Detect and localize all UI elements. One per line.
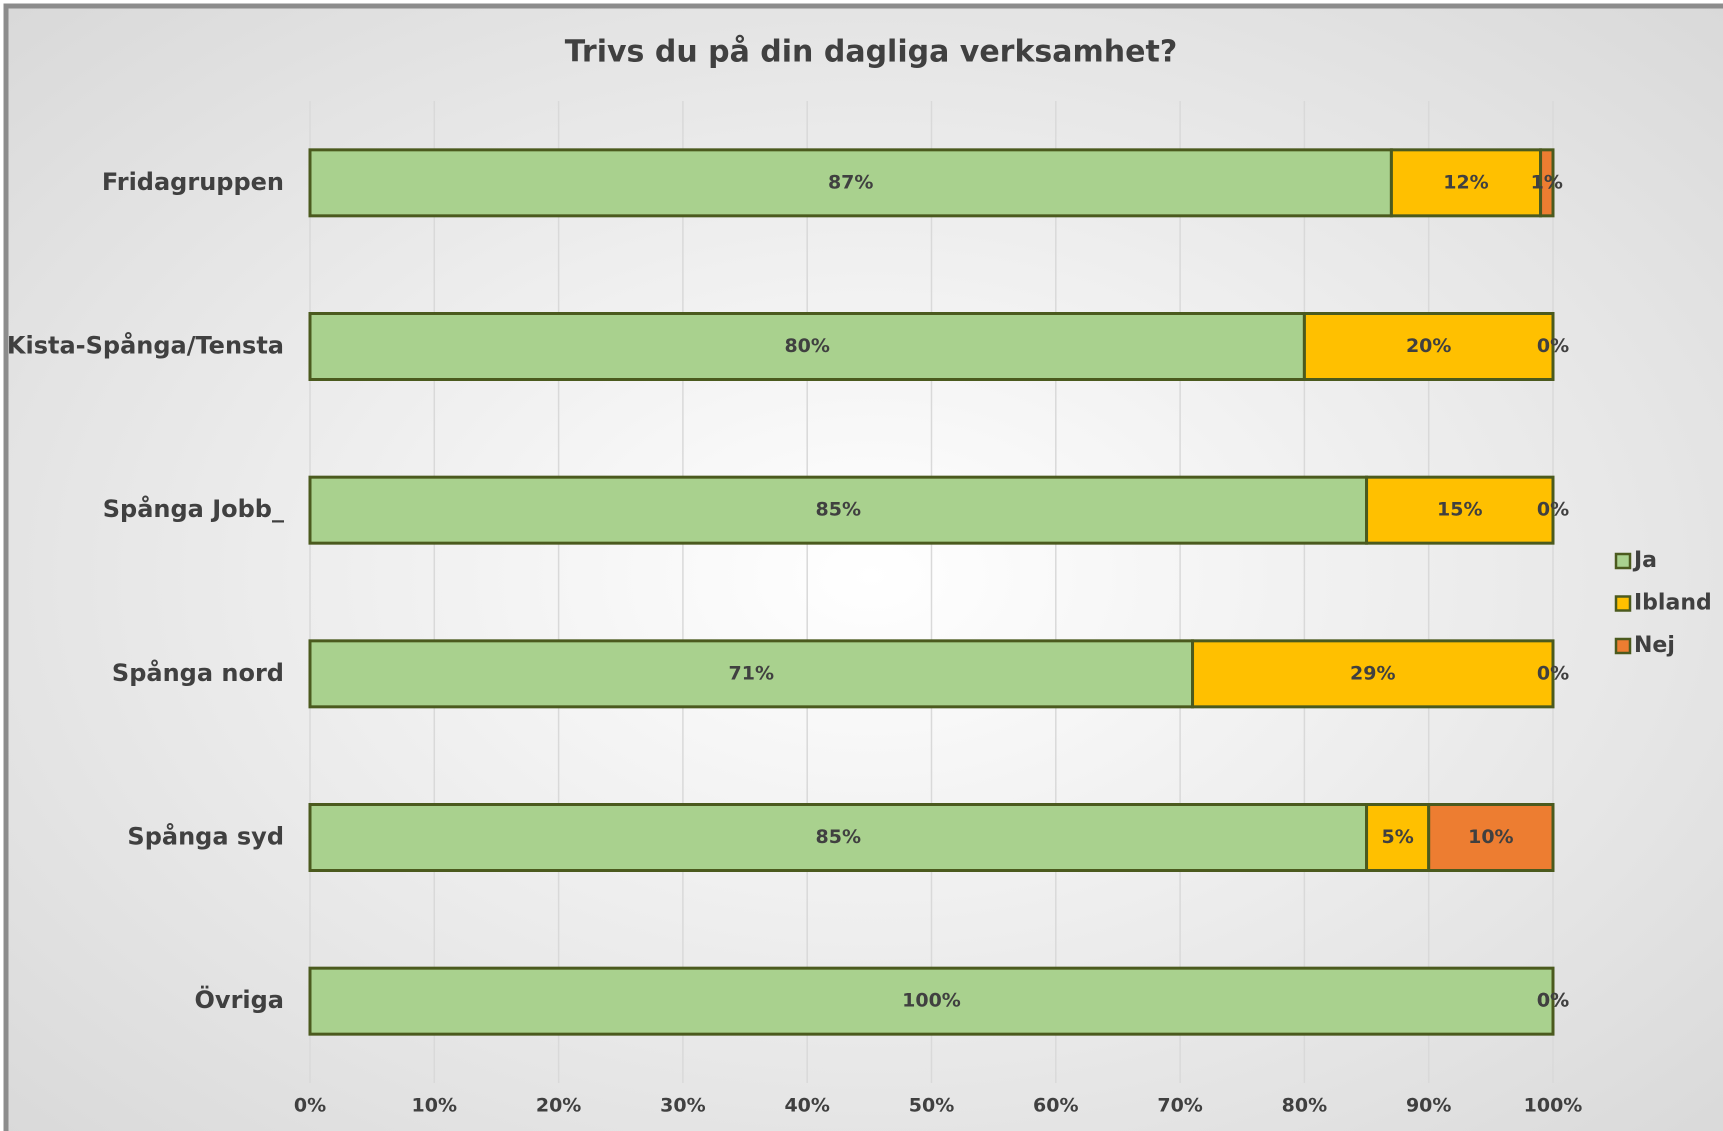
y-tick-label: Kista-Spånga/Tensta: [7, 331, 284, 360]
data-label: 0%: [1537, 990, 1569, 1012]
bar-segment: [1389, 148, 1543, 218]
legend-label: Ibland: [1634, 591, 1712, 616]
data-label: 85%: [816, 826, 861, 848]
data-label: 87%: [828, 171, 873, 193]
legend-swatch: [1614, 637, 1632, 655]
data-label: 1%: [1531, 171, 1563, 193]
data-label: 29%: [1350, 662, 1395, 684]
x-tick-label: 40%: [784, 1095, 829, 1117]
bar-segment: [308, 966, 1555, 1036]
data-label: 12%: [1443, 171, 1488, 193]
bar-segment: [308, 312, 1306, 381]
data-label: 20%: [1406, 335, 1451, 357]
data-label: 5%: [1381, 826, 1413, 848]
y-tick-label: Fridagruppen: [102, 168, 284, 196]
data-label: 0%: [1537, 499, 1569, 521]
bar-segment: [308, 803, 1369, 872]
data-label: 0%: [1537, 335, 1569, 357]
data-label: 100%: [902, 990, 961, 1012]
x-tick-label: 50%: [909, 1095, 954, 1117]
bar-segment: [1302, 312, 1555, 381]
legend-swatch: [1614, 552, 1632, 570]
y-tick-label: Spånga syd: [127, 822, 284, 851]
data-label: 80%: [784, 335, 829, 357]
x-tick-label: 10%: [412, 1095, 457, 1117]
x-tick-label: 60%: [1033, 1095, 1078, 1117]
x-tick-label: 100%: [1524, 1095, 1583, 1117]
x-tick-label: 80%: [1282, 1095, 1327, 1117]
x-tick-label: 30%: [660, 1095, 705, 1117]
x-tick-label: 0%: [294, 1095, 326, 1117]
bar-segment: [1539, 148, 1555, 218]
legend-label: Ja: [1632, 548, 1657, 573]
y-tick-label: Spånga nord: [112, 658, 284, 687]
data-label: 0%: [1537, 662, 1569, 684]
data-label: 71%: [729, 662, 774, 684]
bar-segment: [1365, 475, 1555, 545]
legend-swatch: [1614, 595, 1632, 612]
chart-title: Trivs du på din dagliga verksamhet?: [565, 34, 1177, 70]
data-label: 0%: [1537, 990, 1569, 1012]
bar-segment: [308, 639, 1195, 709]
data-label: 10%: [1468, 826, 1513, 848]
y-tick-label: Spånga Jobb_: [103, 494, 284, 523]
x-tick-label: 70%: [1157, 1095, 1202, 1117]
legend-label: Nej: [1634, 633, 1675, 658]
bar-segment: [1427, 803, 1555, 872]
bar-segment: [1191, 639, 1555, 709]
data-label: 85%: [816, 499, 861, 521]
x-tick-label: 20%: [536, 1095, 581, 1117]
data-label: 15%: [1437, 499, 1482, 521]
bar-segment: [308, 475, 1369, 545]
x-tick-label: 90%: [1406, 1095, 1451, 1117]
y-tick-label: Övriga: [195, 984, 284, 1014]
